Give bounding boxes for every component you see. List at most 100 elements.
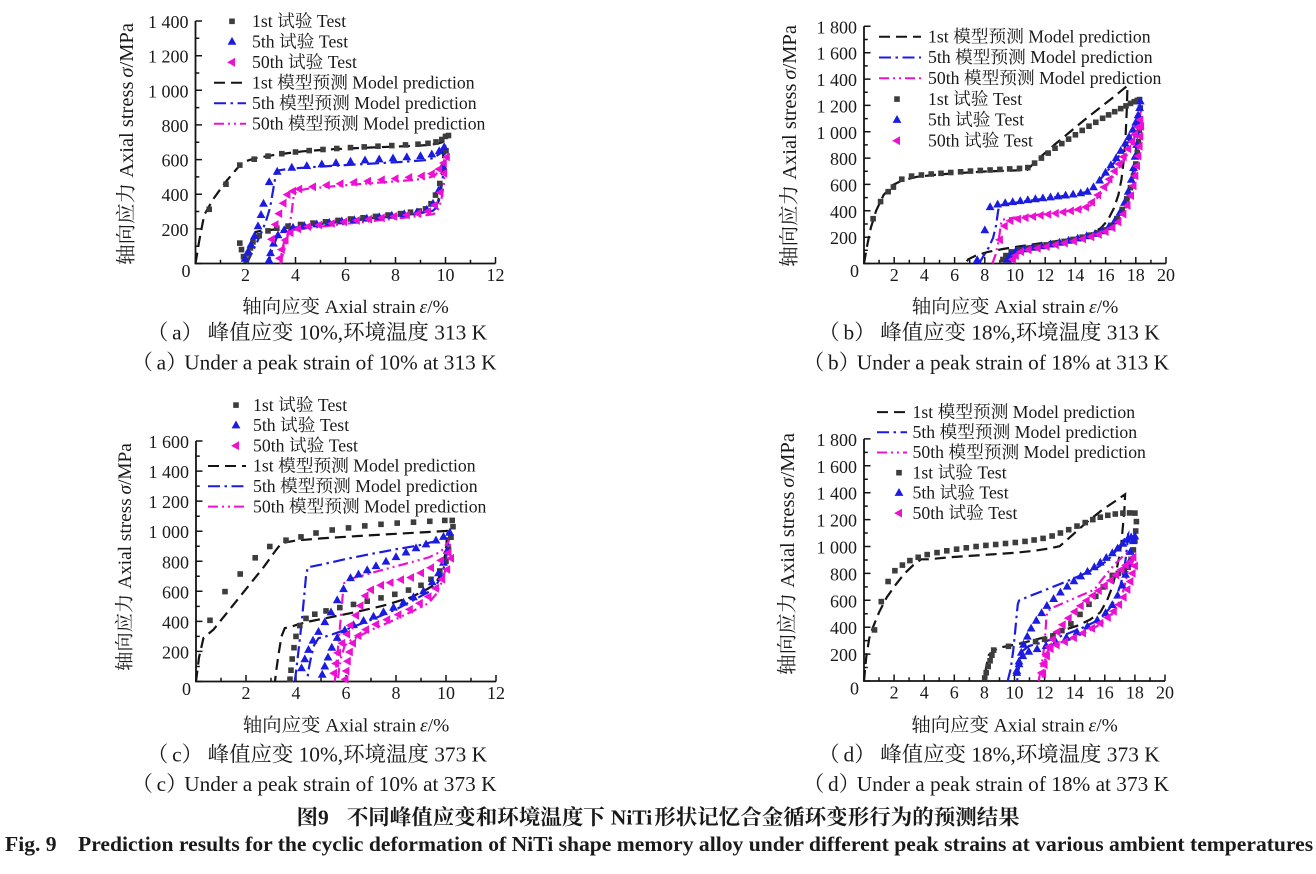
svg-text:10%,: 10%, [299, 321, 344, 345]
svg-text:Test: Test [993, 89, 1022, 109]
svg-text:/%: /% [1096, 716, 1118, 737]
svg-text:8: 8 [392, 683, 401, 703]
svg-text:50th: 50th [913, 503, 945, 523]
svg-text:Axial stress: Axial stress [777, 492, 799, 588]
svg-text:8: 8 [391, 265, 400, 285]
svg-text:b: b [844, 321, 855, 345]
svg-text:6: 6 [950, 683, 959, 703]
svg-text:0: 0 [850, 679, 859, 699]
svg-text:Under a peak strain of 10% at: Under a peak strain of 10% at 373 K [184, 772, 497, 796]
svg-text:1 000: 1 000 [817, 123, 858, 143]
svg-text:800: 800 [830, 149, 857, 169]
svg-text:18: 18 [1126, 683, 1144, 703]
svg-text:1st: 1st [928, 89, 949, 109]
svg-text:1 400: 1 400 [817, 484, 858, 504]
svg-text:50th: 50th [913, 442, 945, 462]
svg-text:18: 18 [1127, 265, 1145, 285]
svg-text:8: 8 [980, 683, 989, 703]
svg-text:Axial strain: Axial strain [325, 297, 416, 318]
svg-text:Model prediction: Model prediction [1030, 47, 1152, 67]
svg-text:600: 600 [830, 591, 857, 611]
svg-text:c: c [157, 772, 166, 796]
svg-text:Model prediction: Model prediction [352, 73, 474, 93]
svg-text:Test: Test [328, 52, 357, 72]
svg-text:Axial strain: Axial strain [325, 716, 416, 737]
svg-text:6: 6 [342, 683, 351, 703]
svg-text:1 200: 1 200 [148, 47, 189, 67]
svg-text:600: 600 [830, 175, 857, 195]
svg-text:12: 12 [487, 265, 505, 285]
svg-text:Fig. 9: Fig. 9 [5, 832, 57, 856]
svg-text:Model prediction: Model prediction [364, 496, 486, 516]
svg-text:20: 20 [1156, 683, 1174, 703]
svg-text:σ: σ [779, 69, 801, 80]
svg-text:1 000: 1 000 [148, 81, 189, 101]
svg-text:4: 4 [920, 265, 929, 285]
svg-text:5th: 5th [913, 422, 936, 442]
svg-text:/%: /% [1097, 297, 1119, 318]
svg-text:d: d [828, 772, 839, 796]
svg-text:a: a [172, 321, 182, 345]
svg-text:200: 200 [162, 220, 189, 240]
svg-text:/MPa: /MPa [779, 25, 801, 69]
svg-text:ε: ε [1089, 716, 1097, 737]
svg-text:b: b [828, 351, 839, 375]
svg-text:σ: σ [777, 477, 799, 488]
svg-text:2: 2 [890, 683, 899, 703]
svg-text:12: 12 [1036, 265, 1054, 285]
svg-text:ε: ε [420, 716, 428, 737]
svg-text:4: 4 [292, 683, 301, 703]
svg-text:Under a peak strain of 18% at: Under a peak strain of 18% at 313 K [857, 351, 1170, 375]
svg-text:Model prediction: Model prediction [363, 114, 485, 134]
svg-text:14: 14 [1066, 265, 1084, 285]
svg-text:Test: Test [320, 415, 349, 435]
svg-text:10: 10 [437, 265, 455, 285]
svg-text:Model prediction: Model prediction [1024, 442, 1146, 462]
svg-text:6: 6 [341, 265, 350, 285]
svg-text:4: 4 [920, 683, 929, 703]
svg-text:800: 800 [162, 552, 189, 572]
svg-text:Under a peak strain of 18% at: Under a peak strain of 18% at 373 K [857, 772, 1170, 796]
svg-text:1 200: 1 200 [149, 492, 190, 512]
svg-text:ε: ε [420, 297, 428, 318]
svg-text:1 200: 1 200 [817, 96, 858, 116]
svg-text:373 K: 373 K [1107, 743, 1160, 767]
svg-text:1 600: 1 600 [149, 432, 190, 452]
svg-text:1 000: 1 000 [817, 538, 858, 558]
svg-text:0: 0 [182, 679, 191, 699]
svg-text:18%,: 18%, [971, 743, 1016, 767]
svg-text:Axial stress: Axial stress [115, 498, 136, 589]
svg-text:1 400: 1 400 [149, 462, 190, 482]
svg-text:50th: 50th [252, 114, 284, 134]
svg-text:600: 600 [162, 582, 189, 602]
svg-text:1 400: 1 400 [817, 70, 858, 90]
svg-text:2: 2 [890, 265, 899, 285]
svg-text:Axial stress: Axial stress [116, 82, 138, 178]
svg-text:18%,: 18%, [971, 321, 1016, 345]
svg-text:9: 9 [318, 806, 329, 830]
svg-text:800: 800 [830, 564, 857, 584]
svg-text:1st: 1st [253, 456, 274, 476]
svg-text:Model prediction: Model prediction [354, 93, 476, 113]
svg-text:Test: Test [317, 11, 346, 31]
svg-text:16: 16 [1096, 683, 1114, 703]
svg-text:373 K: 373 K [434, 743, 487, 767]
svg-text:Test: Test [1004, 130, 1033, 150]
svg-text:Model prediction: Model prediction [353, 456, 475, 476]
svg-text:1 400: 1 400 [148, 12, 189, 32]
svg-text:5th: 5th [253, 476, 276, 496]
svg-text:20: 20 [1157, 265, 1175, 285]
svg-text:200: 200 [830, 645, 857, 665]
svg-text:2: 2 [242, 683, 251, 703]
svg-text:0: 0 [850, 261, 859, 281]
svg-text:1 800: 1 800 [817, 430, 858, 450]
svg-text:Test: Test [319, 32, 348, 52]
svg-text:600: 600 [162, 151, 189, 171]
svg-text:400: 400 [830, 618, 857, 638]
svg-text:5th: 5th [928, 47, 951, 67]
svg-text:400: 400 [830, 202, 857, 222]
svg-text:1st: 1st [913, 462, 934, 482]
svg-text:Test: Test [979, 483, 1008, 503]
svg-text:/%: /% [427, 297, 449, 318]
svg-text:800: 800 [162, 116, 189, 136]
